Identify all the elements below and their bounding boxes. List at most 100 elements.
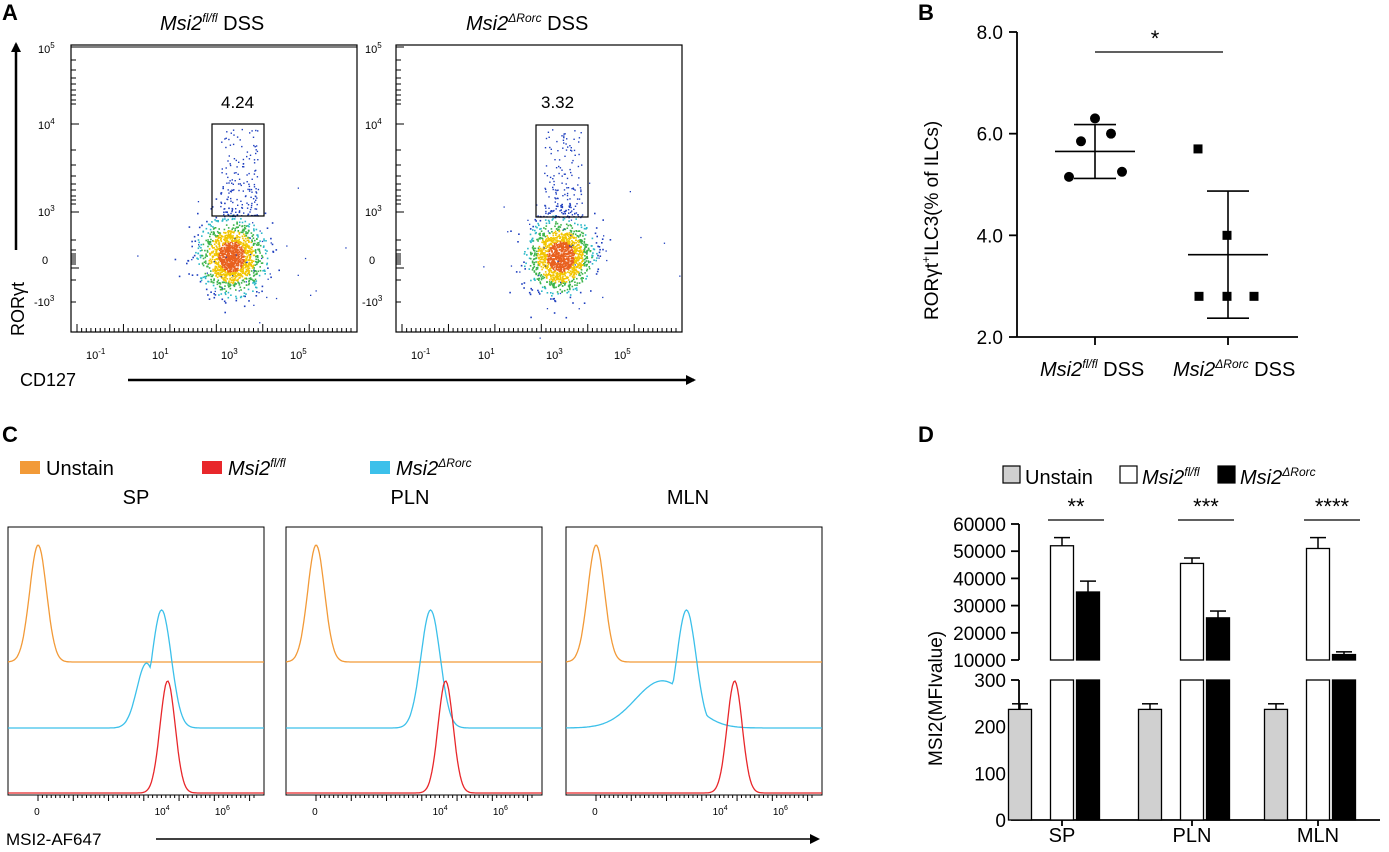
event-dot: [232, 208, 234, 210]
event-dot: [200, 277, 203, 279]
event-dot: [544, 187, 546, 189]
event-dot: [235, 243, 238, 246]
event-dot: [229, 274, 231, 277]
event-dot: [246, 202, 248, 204]
event-dot: [246, 255, 249, 258]
event-dot: [570, 230, 573, 232]
event-dot: [241, 128, 243, 131]
event-dot: [248, 282, 250, 285]
event-dot: [258, 274, 261, 277]
event-dot: [562, 242, 564, 245]
event-dot: [252, 250, 255, 252]
event-dot: [551, 280, 553, 283]
event-dot: [236, 249, 239, 252]
event-dot: [546, 235, 548, 237]
event-dot: [198, 226, 201, 229]
event-dot: [223, 276, 226, 279]
event-dot: [534, 232, 537, 235]
event-dot: [233, 134, 235, 136]
event-dot: [562, 234, 565, 236]
event-dot: [568, 238, 571, 241]
event-dot: [217, 268, 219, 270]
event-dot: [543, 227, 545, 229]
event-dot: [212, 284, 215, 287]
event-dot: [568, 240, 570, 242]
event-dot: [241, 244, 244, 247]
event-dot: [253, 283, 256, 286]
flow2-ytick-1e5: 105: [365, 41, 382, 56]
event-dot: [245, 264, 248, 267]
event-dot: [233, 230, 235, 233]
event-dot: [539, 260, 541, 262]
event-dot: [248, 158, 251, 160]
event-dot: [556, 273, 558, 276]
event-dot: [259, 269, 262, 272]
event-dot: [597, 268, 600, 270]
event-dot: [250, 246, 253, 249]
event-dot: [243, 230, 245, 232]
event-dot: [584, 255, 586, 257]
event-dot: [567, 241, 569, 243]
hist-tick-label: 104: [155, 805, 170, 818]
event-dot: [254, 239, 256, 242]
event-dot: [223, 270, 226, 272]
event-dot: [544, 235, 547, 238]
event-dot: [584, 272, 586, 274]
event-dot: [562, 139, 565, 141]
event-dot: [533, 255, 535, 257]
event-dot: [575, 248, 578, 251]
event-dot: [577, 256, 579, 259]
event-dot: [220, 248, 223, 251]
hist-tick-label: 104: [713, 805, 728, 818]
event-dot: [237, 260, 240, 263]
event-dot: [565, 236, 567, 238]
event-dot: [565, 237, 567, 239]
event-dot: [564, 173, 566, 175]
event-dot: [213, 279, 215, 282]
event-dot: [225, 234, 228, 237]
event-dot: [217, 243, 220, 245]
event-dot: [552, 253, 555, 256]
event-dot: [242, 258, 245, 261]
event-dot: [557, 197, 559, 200]
event-dot: [227, 286, 230, 288]
event-dot: [211, 245, 213, 247]
event-dot: [549, 259, 552, 261]
event-dot: [565, 245, 567, 247]
event-dot: [234, 256, 237, 258]
event-dot: [559, 236, 562, 238]
event-dot: [278, 269, 280, 272]
event-dot: [578, 198, 581, 200]
event-dot: [578, 308, 580, 310]
event-dot: [255, 169, 257, 172]
event-dot: [252, 260, 255, 262]
event-dot: [551, 267, 554, 269]
event-dot: [239, 236, 241, 239]
event-dot: [224, 285, 226, 287]
event-dot: [265, 252, 267, 255]
event-dot: [222, 278, 225, 281]
event-dot: [228, 207, 230, 210]
event-dot: [238, 161, 240, 163]
event-dot: [564, 268, 566, 271]
event-dot: [559, 210, 561, 212]
event-dot: [262, 246, 265, 248]
event-dot: [223, 228, 226, 231]
event-dot: [243, 212, 245, 214]
event-dot: [255, 280, 258, 282]
event-dot: [583, 250, 586, 253]
event-dot: [546, 264, 549, 267]
event-dot: [297, 274, 299, 276]
event-dot: [548, 243, 550, 246]
flow2-ytick-neg: -103: [362, 294, 383, 309]
hist-curve-fl: [8, 680, 264, 794]
event-dot: [233, 247, 236, 249]
event-dot: [232, 275, 235, 278]
event-dot: [234, 260, 236, 263]
event-dot: [554, 249, 557, 251]
event-dot: [244, 255, 247, 258]
event-dot: [663, 242, 666, 244]
event-dot: [225, 264, 228, 266]
event-dot: [572, 246, 575, 249]
event-dot: [221, 220, 224, 222]
